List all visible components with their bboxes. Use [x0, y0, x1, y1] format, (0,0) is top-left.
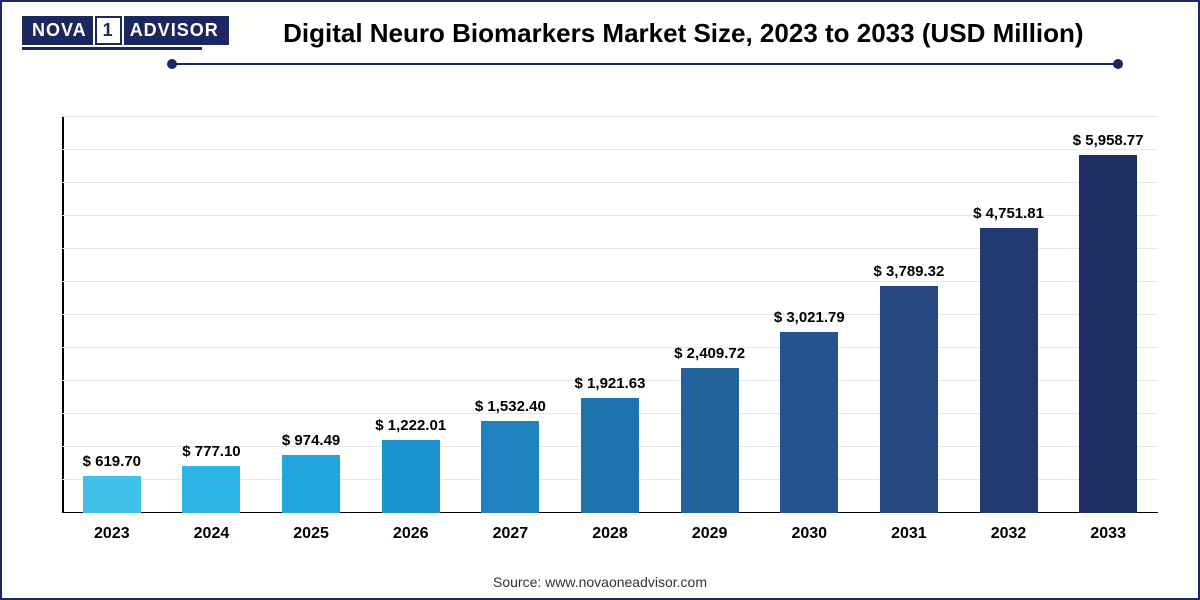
bar: [282, 455, 340, 513]
bar-value-label: $ 5,958.77: [1048, 132, 1168, 149]
bar-value-label: $ 4,751.81: [949, 205, 1069, 222]
bar-value-label: $ 1,921.63: [550, 375, 670, 392]
gridline: [62, 116, 1158, 117]
bar-value-label: $ 3,789.32: [849, 263, 969, 280]
x-axis-label: 2025: [261, 525, 361, 543]
x-axis-label: 2031: [859, 525, 959, 543]
divider-dot-left: [167, 59, 177, 69]
x-axis-label: 2033: [1058, 525, 1158, 543]
logo-mid: 1: [95, 16, 122, 45]
x-axis-label: 2030: [759, 525, 859, 543]
bar: [382, 440, 440, 513]
chart-area: $ 619.702023$ 777.102024$ 974.492025$ 1,…: [62, 117, 1158, 513]
divider-line: [172, 63, 1118, 65]
bar-value-label: $ 1,222.01: [351, 417, 471, 434]
source-text: Source: www.novaoneadvisor.com: [2, 574, 1198, 590]
gridline: [62, 182, 1158, 183]
chart-frame: NOVA 1 ADVISOR Digital Neuro Biomarkers …: [0, 0, 1200, 600]
divider-dot-right: [1113, 59, 1123, 69]
bar: [1079, 155, 1137, 513]
bar-value-label: $ 974.49: [251, 432, 371, 449]
x-axis-label: 2024: [161, 525, 261, 543]
bar: [182, 466, 240, 513]
x-axis-label: 2027: [460, 525, 560, 543]
bar-value-label: $ 2,409.72: [650, 345, 770, 362]
logo-left: NOVA: [22, 16, 93, 45]
x-axis-label: 2028: [560, 525, 660, 543]
title-divider: [172, 58, 1118, 70]
bar: [980, 228, 1038, 513]
logo-underline: [22, 47, 202, 50]
bar-value-label: $ 1,532.40: [450, 398, 570, 415]
bar: [83, 476, 141, 513]
bar: [681, 368, 739, 513]
header: NOVA 1 ADVISOR Digital Neuro Biomarkers …: [22, 16, 1178, 50]
x-axis-label: 2029: [660, 525, 760, 543]
x-axis-label: 2023: [62, 525, 162, 543]
bar: [880, 286, 938, 513]
x-axis-label: 2032: [959, 525, 1059, 543]
bar: [581, 398, 639, 513]
bar: [780, 332, 838, 513]
chart-title: Digital Neuro Biomarkers Market Size, 20…: [189, 18, 1178, 49]
bar-value-label: $ 3,021.79: [749, 309, 869, 326]
bar: [481, 421, 539, 513]
x-axis-label: 2026: [361, 525, 461, 543]
gridline: [62, 149, 1158, 150]
